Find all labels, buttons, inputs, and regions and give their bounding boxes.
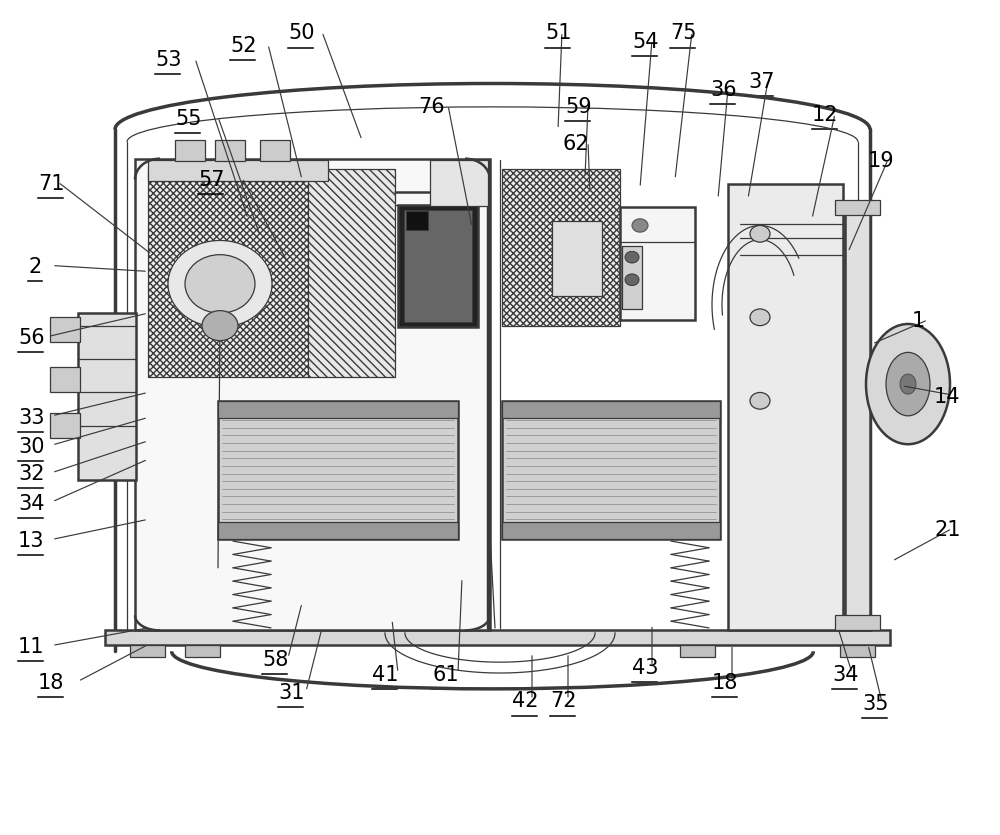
Text: 12: 12 <box>812 105 838 125</box>
Text: 62: 62 <box>562 134 589 154</box>
Text: 72: 72 <box>550 691 576 711</box>
Bar <box>260 140 290 161</box>
Text: 57: 57 <box>198 170 224 190</box>
Bar <box>430 160 488 206</box>
Text: 32: 32 <box>18 464 44 484</box>
Text: 36: 36 <box>710 80 737 100</box>
Bar <box>50 367 80 392</box>
Text: 37: 37 <box>748 72 774 92</box>
Text: 52: 52 <box>230 36 256 56</box>
Text: 56: 56 <box>18 328 45 348</box>
Text: 18: 18 <box>38 673 64 693</box>
Text: 55: 55 <box>175 109 202 129</box>
Circle shape <box>625 251 639 263</box>
Bar <box>502 169 620 326</box>
Bar <box>728 184 843 630</box>
Bar <box>135 159 490 630</box>
Bar <box>78 313 136 480</box>
Bar <box>502 522 720 539</box>
Text: 1: 1 <box>912 311 925 331</box>
Text: 42: 42 <box>512 691 538 711</box>
Text: 34: 34 <box>18 493 44 514</box>
Bar <box>680 645 715 657</box>
Circle shape <box>625 274 639 286</box>
Text: 50: 50 <box>288 23 314 43</box>
Circle shape <box>168 240 272 327</box>
Circle shape <box>750 392 770 409</box>
Circle shape <box>185 255 255 313</box>
Bar <box>148 160 328 181</box>
Bar <box>404 210 472 322</box>
Bar <box>50 413 80 438</box>
Text: 11: 11 <box>18 637 44 657</box>
Bar <box>148 169 310 377</box>
Bar <box>185 645 220 657</box>
Text: 75: 75 <box>670 23 696 43</box>
Ellipse shape <box>866 324 950 444</box>
Bar <box>552 221 602 296</box>
Bar <box>622 246 642 309</box>
Bar <box>218 401 458 539</box>
Text: 41: 41 <box>372 665 398 685</box>
Text: 61: 61 <box>432 665 459 685</box>
Circle shape <box>632 219 648 232</box>
Bar <box>308 169 395 377</box>
Bar <box>50 317 80 342</box>
Bar <box>406 211 428 230</box>
Text: 19: 19 <box>868 151 895 171</box>
Text: 34: 34 <box>832 665 858 685</box>
Bar <box>398 205 478 327</box>
Text: 43: 43 <box>632 658 658 678</box>
Text: 18: 18 <box>712 673 738 693</box>
Text: 30: 30 <box>18 437 44 457</box>
Text: 31: 31 <box>278 683 304 703</box>
Text: 54: 54 <box>632 32 658 52</box>
Circle shape <box>202 311 238 341</box>
Text: 21: 21 <box>934 520 960 540</box>
Bar <box>502 401 720 418</box>
Text: 14: 14 <box>934 387 960 407</box>
Text: 51: 51 <box>545 23 572 43</box>
Bar <box>620 207 695 320</box>
Ellipse shape <box>900 374 916 394</box>
Text: 76: 76 <box>418 97 445 117</box>
Text: 59: 59 <box>565 97 592 117</box>
Bar <box>218 401 458 418</box>
Bar <box>840 645 875 657</box>
Text: 58: 58 <box>262 650 288 670</box>
Circle shape <box>750 225 770 242</box>
Text: 2: 2 <box>28 257 41 277</box>
Bar <box>218 522 458 539</box>
Circle shape <box>750 309 770 326</box>
Bar <box>175 140 205 161</box>
Bar <box>105 630 890 645</box>
Text: 53: 53 <box>155 50 182 70</box>
Text: 33: 33 <box>18 407 44 428</box>
Bar <box>502 401 720 539</box>
Bar <box>130 645 165 657</box>
Bar <box>835 200 880 215</box>
Bar <box>845 205 870 630</box>
Text: 13: 13 <box>18 531 44 551</box>
Bar <box>215 140 245 161</box>
Bar <box>835 615 880 630</box>
Text: 71: 71 <box>38 174 64 194</box>
Ellipse shape <box>886 352 930 416</box>
Text: 35: 35 <box>862 694 889 714</box>
